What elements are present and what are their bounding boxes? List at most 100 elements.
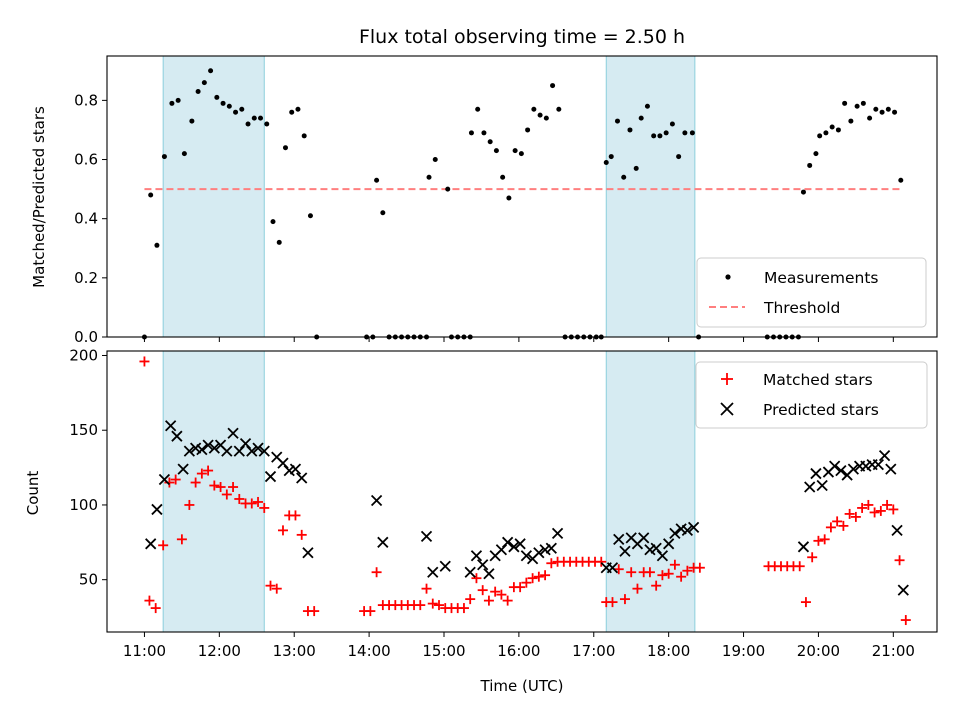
predicted-star-point (619, 545, 631, 557)
measurement-point (621, 174, 627, 180)
matched-star-point (540, 570, 551, 581)
measurement-point (842, 100, 848, 106)
matched-star-point (694, 562, 705, 573)
predicted-star-point (171, 430, 183, 442)
measurement-point (669, 121, 675, 127)
matched-star-point (651, 580, 662, 591)
predicted-star-point (477, 559, 489, 571)
measurement-point (835, 127, 841, 133)
predicted-star-point (897, 584, 909, 596)
x-tick-label: 19:00 (722, 642, 765, 660)
matched-star-point (807, 552, 818, 563)
legend-predicted-marker (720, 402, 734, 416)
predicted-star-point (302, 547, 314, 559)
measurement-point (500, 174, 506, 180)
predicted-star-point (439, 560, 451, 572)
matched-star-point (682, 565, 693, 576)
matched-star-point (496, 589, 507, 600)
matched-star-point (527, 573, 538, 584)
bottom-legend: Matched stars Predicted stars (695, 361, 928, 429)
matched-star-point (158, 540, 169, 551)
measurement-point (175, 97, 181, 103)
x-tick-label: 17:00 (572, 642, 615, 660)
predicted-star-point (165, 420, 177, 432)
matched-star-point (290, 510, 301, 521)
matched-star-point (882, 499, 893, 510)
matched-star-point (215, 482, 226, 493)
top-panel: 0.00.20.40.60.8 Matched/Predicted stars … (30, 55, 938, 346)
measurement-point (854, 103, 860, 109)
x-tick-label: 13:00 (273, 642, 316, 660)
matched-star-point (813, 535, 824, 546)
predicted-star-point (246, 445, 258, 457)
legend-matched-marker (721, 373, 733, 385)
predicted-star-point (151, 503, 163, 516)
predicted-star-point (687, 521, 700, 534)
bottom-legend-box (695, 361, 928, 429)
predicted-star-point (891, 524, 903, 536)
predicted-star-point (370, 494, 383, 507)
y-tick-label: 200 (69, 346, 98, 364)
measurement-point (898, 177, 904, 183)
measurement-point (512, 148, 518, 154)
predicted-star-point (829, 460, 841, 472)
predicted-star-point (377, 536, 389, 548)
measurement-point (481, 130, 487, 136)
x-tick-label: 21:00 (872, 642, 915, 660)
matched-star-point (869, 507, 880, 518)
measurement-point (848, 118, 854, 124)
matched-star-point (533, 571, 544, 582)
matched-star-point (371, 567, 382, 578)
matched-star-point (176, 534, 187, 545)
measurement-point (817, 133, 823, 139)
measurement-point (264, 121, 270, 127)
matched-star-point (838, 520, 849, 531)
measurement-point (689, 130, 695, 136)
measurement-point (181, 151, 187, 157)
predicted-star-point (227, 427, 239, 439)
measurement-point (161, 154, 167, 160)
matched-star-point (894, 555, 905, 566)
measurement-point (169, 100, 175, 106)
measurement-point (829, 124, 835, 130)
measurement-point (644, 103, 650, 109)
top-y-axis-label: Matched/Predicted stars (30, 106, 48, 288)
measurement-point (892, 109, 898, 115)
predicted-star-point (606, 562, 619, 574)
predicted-star-point (252, 442, 264, 454)
measurement-point (663, 130, 669, 136)
matched-star-point (626, 567, 637, 578)
y-tick-label: 0.8 (74, 91, 98, 109)
x-tick-label: 20:00 (797, 642, 840, 660)
x-tick-label: 18:00 (647, 642, 690, 660)
predicted-star-point (835, 464, 847, 477)
measurement-point (374, 177, 380, 183)
chart-title: Flux total observing time = 2.50 h (359, 26, 685, 48)
measurement-point (380, 210, 386, 216)
measurement-point (475, 106, 481, 112)
measurement-point (537, 112, 543, 118)
matched-star-point (196, 468, 207, 479)
matched-star-point (663, 568, 674, 579)
matched-star-point (271, 583, 282, 594)
y-tick-label: 0.6 (74, 151, 98, 169)
bottom-y-axis-label: Count (24, 471, 42, 516)
predicted-star-point (872, 458, 884, 471)
measurement-point (651, 133, 657, 139)
predicted-star-point (878, 449, 891, 462)
matched-star-point (458, 603, 469, 614)
predicted-star-point (145, 538, 157, 550)
shaded-interval-2 (605, 350, 696, 633)
predicted-star-point (264, 470, 277, 483)
legend-measurements-label: Measurements (764, 269, 879, 287)
legend-predicted-label: Predicted stars (763, 401, 879, 419)
measurement-point (633, 165, 639, 171)
predicted-star-point (613, 533, 625, 545)
shaded-interval-2 (605, 55, 696, 338)
legend-threshold-label: Threshold (763, 299, 840, 317)
measurement-point (543, 115, 549, 121)
measurement-point (276, 239, 282, 245)
y-tick-label: 0.2 (74, 269, 98, 287)
measurement-point (468, 130, 474, 136)
